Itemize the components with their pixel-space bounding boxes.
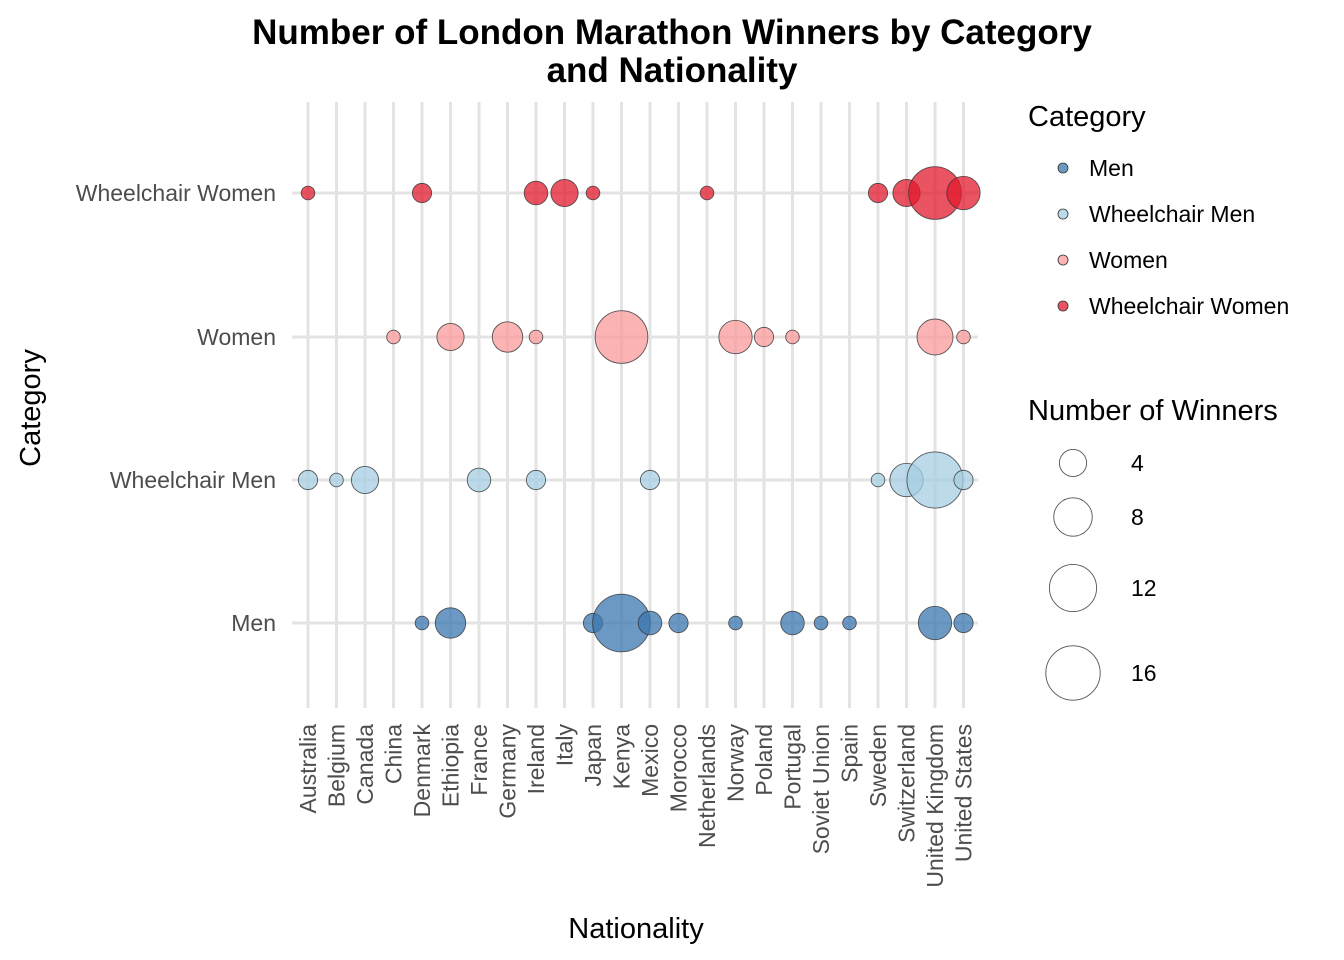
legend-size-label-16: 16 (1131, 660, 1157, 686)
point-wheelchair-men-belgium (329, 472, 344, 488)
x-tick-china: China (381, 724, 407, 784)
x-tick-labels: Australia Belgium Canada China Denmark Ethiop… (295, 724, 977, 888)
x-tick-spain: Spain (837, 724, 863, 783)
chart-title: Number of London Marathon Winners by Cat… (252, 13, 1092, 52)
legend-size-label-8: 8 (1131, 504, 1144, 530)
x-tick-italy: Italy (552, 724, 578, 767)
point-wheelchair-women-united-states (946, 175, 981, 211)
y-tick-women: Women (197, 324, 276, 350)
point-wheelchair-men-australia (297, 469, 319, 491)
point-women-portugal (785, 329, 800, 345)
point-wheelchair-men-canada (350, 465, 380, 495)
x-tick-belgium: Belgium (324, 724, 350, 807)
point-women-poland (753, 326, 775, 348)
x-tick-ireland: Ireland (523, 724, 549, 794)
point-men-morocco (668, 612, 689, 634)
point-men-mexico (637, 610, 663, 636)
y-tick-men: Men (231, 610, 276, 636)
x-tick-denmark: Denmark (409, 724, 435, 818)
chart-title-line2: and Nationality (547, 51, 798, 90)
legend-key-wheelchair-women (1057, 300, 1069, 312)
legend-key-men (1057, 162, 1069, 174)
legend-key-wheelchair-men (1057, 208, 1069, 220)
legend-size-label-12: 12 (1131, 575, 1157, 601)
legend-label-wheelchair-men: Wheelchair Men (1089, 201, 1255, 227)
x-tick-canada: Canada (352, 724, 378, 805)
point-men-ethiopia (434, 607, 467, 639)
y-tick-labels: Men Wheelchair Men Women Wheelchair Women (76, 180, 276, 636)
x-tick-poland: Poland (751, 724, 777, 796)
data-points (297, 166, 981, 653)
point-wheelchair-women-ireland (523, 180, 549, 206)
point-women-germany (491, 321, 524, 353)
legend-category: Men Wheelchair Men Women Wheelchair Women (1057, 155, 1289, 319)
legend-size-key-12 (1048, 563, 1098, 613)
point-men-spain (842, 615, 857, 631)
point-wheelchair-men-mexico (639, 469, 661, 491)
legend-size: 4 8 12 16 (1045, 448, 1157, 701)
point-men-soviet-union (813, 615, 829, 631)
point-men-united-kingdom (917, 605, 953, 641)
y-tick-wheelchair-women: Wheelchair Women (76, 180, 276, 206)
legend-size-title: Number of Winners (1028, 395, 1278, 427)
x-tick-france: France (466, 724, 492, 796)
legend-label-wheelchair-women: Wheelchair Women (1089, 293, 1289, 319)
x-tick-united-kingdom: United Kingdom (922, 724, 948, 888)
x-tick-morocco: Morocco (666, 724, 692, 812)
y-tick-wheelchair-men: Wheelchair Men (110, 467, 276, 493)
x-tick-netherlands: Netherlands (694, 724, 720, 848)
x-tick-switzerland: Switzerland (894, 724, 920, 843)
point-wheelchair-women-sweden (867, 182, 889, 204)
x-tick-japan: Japan (580, 724, 606, 787)
x-tick-soviet-union: Soviet Union (808, 724, 834, 854)
x-axis-title: Nationality (568, 913, 704, 945)
legend-key-women (1057, 254, 1069, 266)
point-women-united-states (956, 329, 971, 345)
point-wheelchair-women-italy (550, 178, 579, 208)
legend-size-key-8 (1053, 497, 1093, 537)
y-axis-title: Category (15, 349, 47, 467)
point-wheelchair-men-sweden (870, 472, 886, 488)
point-wheelchair-women-denmark (411, 182, 433, 204)
point-men-norway (728, 615, 743, 631)
legend-label-women: Women (1089, 247, 1168, 273)
point-women-kenya (594, 310, 649, 364)
legend-size-key-4 (1058, 448, 1088, 478)
x-tick-norway: Norway (723, 724, 749, 802)
x-tick-sweden: Sweden (865, 724, 891, 807)
point-wheelchair-women-netherlands (699, 185, 715, 201)
point-wheelchair-men-france (466, 467, 492, 493)
point-women-ireland (528, 329, 544, 345)
legend-category-title: Category (1028, 101, 1146, 133)
x-tick-mexico: Mexico (637, 724, 663, 797)
x-tick-ethiopia: Ethiopia (438, 724, 464, 807)
point-men-portugal (780, 610, 805, 636)
x-tick-united-states: United States (951, 724, 977, 862)
point-wheelchair-men-ireland (525, 469, 547, 491)
point-women-ethiopia (436, 322, 465, 352)
legend-size-key-16 (1045, 645, 1101, 701)
legend-size-label-4: 4 (1131, 450, 1144, 476)
x-tick-portugal: Portugal (780, 724, 806, 810)
point-wheelchair-women-australia (300, 185, 316, 201)
point-men-denmark (414, 615, 430, 631)
point-wheelchair-men-united-states (953, 469, 974, 491)
x-tick-australia: Australia (295, 724, 321, 814)
x-tick-kenya: Kenya (609, 724, 635, 789)
point-women-norway (718, 319, 753, 355)
legend-label-men: Men (1089, 155, 1134, 181)
point-wheelchair-women-japan (585, 185, 601, 201)
point-women-united-kingdom (916, 318, 954, 356)
x-tick-germany: Germany (495, 724, 521, 819)
point-men-united-states (953, 612, 974, 634)
point-women-china (386, 329, 401, 345)
